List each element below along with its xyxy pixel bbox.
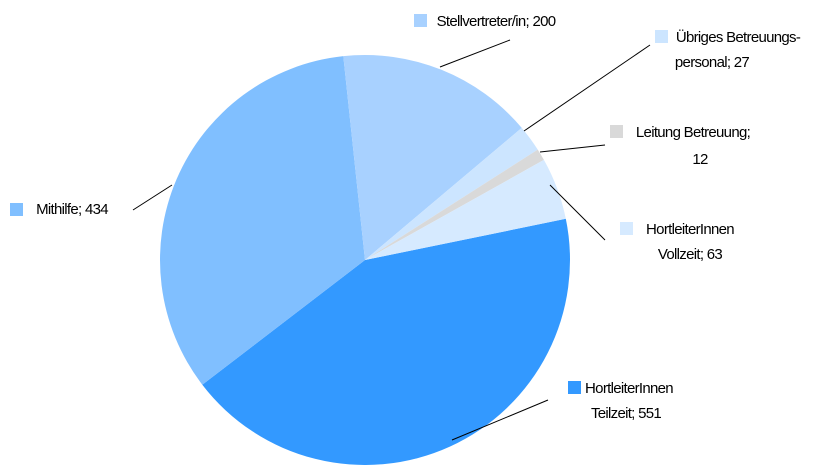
data-label: HortleiterInnen [646, 221, 734, 238]
pie-slice [365, 159, 566, 260]
data-label: Mithilfe; 434 [36, 201, 108, 218]
pie-slice [365, 127, 538, 260]
label-swatch [10, 203, 23, 216]
leader-line [549, 184, 606, 241]
data-label: HortleiterInnen [585, 380, 673, 397]
label-swatch [568, 381, 581, 394]
leader-line [451, 399, 549, 441]
data-label: 12 [692, 151, 708, 168]
leader-line [523, 44, 651, 132]
leader-line [132, 184, 173, 211]
label-swatch [610, 125, 623, 138]
pie-slice [343, 55, 522, 261]
data-label: Teilzeit; 551 [591, 405, 661, 422]
data-label: Übriges Betreuungs- [676, 28, 801, 46]
leader-line [439, 39, 511, 68]
label-swatch [414, 14, 427, 27]
data-label: Leitung Betreuung; [636, 124, 750, 141]
data-label: Stellvertreter/in; 200 [437, 13, 556, 30]
pie-slice [365, 149, 544, 260]
label-swatch [620, 222, 633, 235]
data-label: Vollzeit; 63 [658, 246, 723, 263]
data-label: personal; 27 [675, 54, 750, 71]
leader-line [539, 144, 606, 153]
pie-slice [202, 218, 570, 465]
pie-slice [159, 56, 365, 385]
label-swatch [655, 30, 668, 43]
